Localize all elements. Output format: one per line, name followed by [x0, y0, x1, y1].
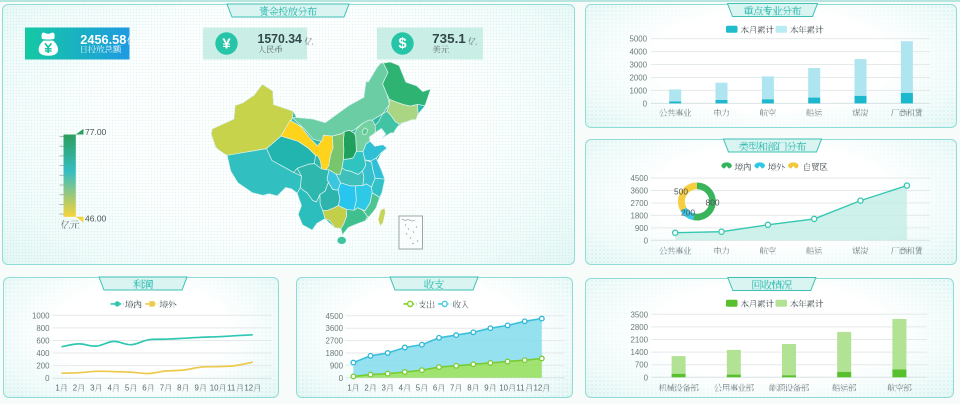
- svg-text:600: 600: [36, 337, 50, 346]
- svg-text:2456.58: 2456.58: [80, 32, 126, 47]
- svg-text:5000: 5000: [629, 35, 647, 44]
- svg-text:1: 1: [347, 384, 351, 393]
- svg-text:12: 12: [244, 384, 253, 393]
- svg-text:3600: 3600: [630, 187, 648, 196]
- svg-text:46.00: 46.00: [85, 214, 107, 224]
- svg-text:400: 400: [36, 349, 50, 358]
- svg-text:800: 800: [706, 198, 720, 208]
- svg-text:5: 5: [125, 384, 130, 393]
- svg-text:2700: 2700: [325, 337, 343, 346]
- svg-text:800: 800: [36, 324, 50, 333]
- svg-text:1570.34: 1570.34: [258, 31, 303, 46]
- svg-text:3500: 3500: [630, 310, 648, 319]
- svg-text:7: 7: [450, 384, 454, 393]
- svg-text:1800: 1800: [325, 349, 343, 358]
- svg-text:4: 4: [399, 384, 404, 393]
- svg-text:2700: 2700: [630, 199, 648, 208]
- svg-text:2000: 2000: [629, 74, 647, 83]
- svg-text:500: 500: [674, 187, 688, 197]
- svg-text:11: 11: [227, 384, 235, 393]
- svg-text:4500: 4500: [325, 312, 343, 321]
- svg-text:11: 11: [516, 384, 524, 393]
- svg-text:3600: 3600: [325, 324, 343, 333]
- svg-text:1800: 1800: [630, 211, 648, 220]
- svg-text:12: 12: [534, 384, 543, 393]
- svg-text:0: 0: [339, 374, 344, 383]
- svg-text:1000: 1000: [629, 86, 647, 95]
- svg-text:9: 9: [195, 384, 200, 393]
- svg-text:900: 900: [330, 361, 344, 370]
- svg-text:6: 6: [433, 384, 438, 393]
- svg-text:8: 8: [177, 384, 182, 393]
- svg-text:3: 3: [382, 384, 387, 393]
- svg-text:¥: ¥: [222, 35, 231, 52]
- svg-text:700: 700: [635, 361, 649, 370]
- svg-text:735.1: 735.1: [432, 31, 466, 46]
- svg-text:3: 3: [90, 384, 95, 393]
- svg-text:0: 0: [644, 373, 649, 382]
- svg-text:4: 4: [108, 384, 113, 393]
- svg-text:8: 8: [467, 384, 472, 393]
- svg-text:5: 5: [416, 384, 421, 393]
- svg-text:200: 200: [36, 362, 50, 371]
- svg-text:10: 10: [499, 384, 508, 393]
- svg-text:0: 0: [643, 99, 648, 108]
- svg-text:77.00: 77.00: [85, 127, 107, 137]
- svg-text:7: 7: [160, 384, 164, 393]
- svg-text:6: 6: [142, 384, 147, 393]
- svg-text:0: 0: [644, 236, 649, 245]
- svg-text:$: $: [398, 36, 406, 52]
- svg-text:2: 2: [73, 384, 77, 393]
- svg-text:9: 9: [484, 384, 489, 393]
- svg-text:2800: 2800: [630, 323, 648, 332]
- svg-text:4000: 4000: [629, 48, 647, 57]
- svg-text:200: 200: [681, 208, 695, 218]
- svg-text:2: 2: [364, 384, 368, 393]
- svg-text:2100: 2100: [630, 336, 648, 345]
- svg-text:900: 900: [635, 224, 649, 233]
- svg-text:0: 0: [45, 374, 50, 383]
- svg-text:10: 10: [210, 384, 219, 393]
- svg-text:3000: 3000: [629, 61, 647, 70]
- svg-text:1000: 1000: [32, 311, 50, 320]
- svg-text:4500: 4500: [630, 174, 648, 183]
- svg-text:1400: 1400: [630, 348, 648, 357]
- svg-text:1: 1: [55, 384, 59, 393]
